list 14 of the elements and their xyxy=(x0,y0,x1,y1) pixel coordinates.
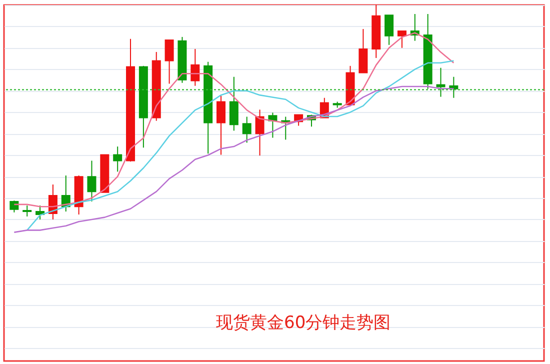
candlestick xyxy=(358,28,368,74)
candlestick xyxy=(384,14,394,46)
candlestick xyxy=(190,48,200,86)
candlestick xyxy=(164,39,174,84)
candlestick xyxy=(242,116,252,144)
candlestick xyxy=(10,200,19,213)
candlestick xyxy=(255,109,264,156)
candlestick xyxy=(397,30,406,48)
text: 现货黄金60分钟走势图 xyxy=(216,313,391,333)
candlestick xyxy=(113,146,122,172)
candlestick xyxy=(216,95,226,156)
candlestick xyxy=(229,76,238,132)
candlestick xyxy=(87,160,96,202)
candlestick xyxy=(22,205,32,217)
